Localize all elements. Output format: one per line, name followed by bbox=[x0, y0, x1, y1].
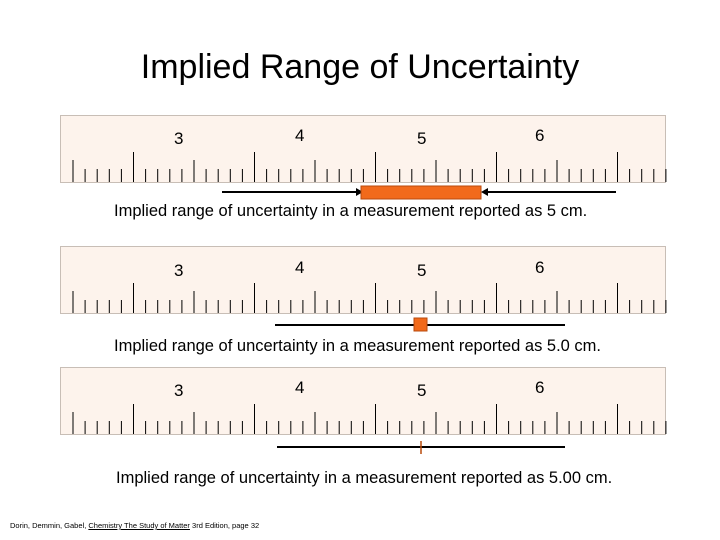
ruler-3: 3 4 5 6 bbox=[60, 367, 667, 435]
citation: Dorin, Demmin, Gabel, Chemistry The Stud… bbox=[10, 521, 259, 530]
ruler-1-ticks bbox=[72, 152, 667, 182]
ruler-1-label-5: 5 bbox=[417, 129, 427, 148]
ruler-2: 3 4 5 6 bbox=[60, 246, 667, 314]
page-title: Implied Range of Uncertainty bbox=[140, 48, 580, 86]
ruler-3-label-6: 6 bbox=[535, 378, 545, 397]
ruler-3-label-4: 4 bbox=[295, 378, 305, 397]
caption-1: Implied range of uncertainty in a measur… bbox=[114, 202, 588, 220]
citation-authors: Dorin, Demmin, Gabel, bbox=[10, 521, 89, 530]
arrowhead-right-1 bbox=[356, 188, 363, 196]
ruler-1: 3 4 5 6 bbox=[60, 115, 667, 183]
arrowhead-left-1 bbox=[481, 188, 488, 196]
ruler-1-label-3: 3 bbox=[174, 129, 184, 148]
ruler-2-label-5: 5 bbox=[417, 261, 427, 280]
ruler-2-label-4: 4 bbox=[295, 258, 305, 277]
ruler-1-label-6: 6 bbox=[535, 126, 545, 145]
citation-book: Chemistry The Study of Matter bbox=[88, 521, 190, 530]
ruler-3-ticks bbox=[72, 404, 667, 434]
uncertainty-range-1 bbox=[360, 185, 482, 200]
citation-edition: 3rd Edition, page 32 bbox=[189, 521, 260, 530]
ruler-3-label-3: 3 bbox=[174, 381, 184, 400]
ruler-3-label-5: 5 bbox=[417, 381, 427, 400]
ruler-2-ticks bbox=[72, 283, 667, 313]
ruler-2-label-3: 3 bbox=[174, 261, 184, 280]
caption-2: Implied range of uncertainty in a measur… bbox=[114, 337, 601, 355]
caption-3: Implied range of uncertainty in a measur… bbox=[116, 469, 613, 487]
uncertainty-range-2 bbox=[413, 317, 428, 332]
ruler-1-label-4: 4 bbox=[295, 126, 305, 145]
ruler-2-label-6: 6 bbox=[535, 258, 545, 277]
